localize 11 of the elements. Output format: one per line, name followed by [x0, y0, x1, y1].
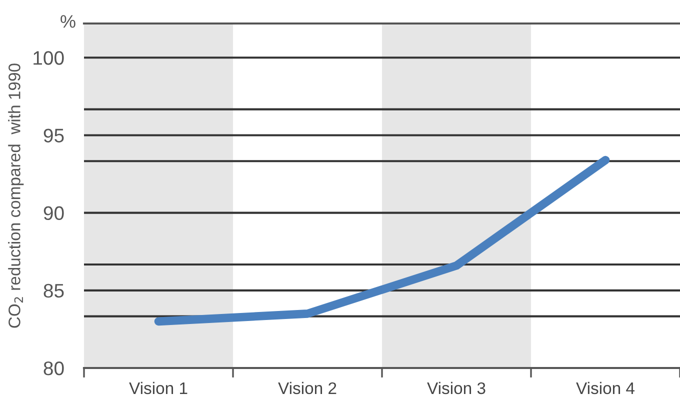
- x-tick-label: Vision 3: [427, 382, 486, 394]
- x-tick-label: Vision 4: [576, 382, 635, 394]
- y-tick-label: 95: [44, 128, 64, 142]
- y-tick-label: 80: [44, 361, 64, 376]
- chart-title: %: [60, 15, 76, 28]
- y-axis-title: CO$_{2}$ reduction compared with 1990: [8, 64, 24, 328]
- y-tick-label: 100: [34, 51, 64, 65]
- y-tick-label: 90: [44, 206, 64, 220]
- x-tick-label: Vision 2: [278, 382, 336, 394]
- x-tick-label: Vision 1: [129, 382, 188, 394]
- y-tick-label: 85: [44, 284, 64, 298]
